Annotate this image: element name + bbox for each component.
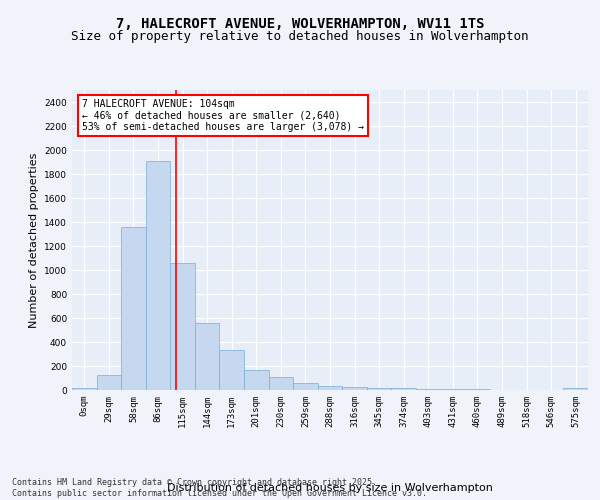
Text: 7, HALECROFT AVENUE, WOLVERHAMPTON, WV11 1TS: 7, HALECROFT AVENUE, WOLVERHAMPTON, WV11… — [116, 18, 484, 32]
Bar — [269, 377, 293, 390]
Bar — [72, 388, 97, 390]
Bar — [563, 388, 588, 390]
Text: 7 HALECROFT AVENUE: 104sqm
← 46% of detached houses are smaller (2,640)
53% of s: 7 HALECROFT AVENUE: 104sqm ← 46% of deta… — [82, 99, 364, 132]
X-axis label: Distribution of detached houses by size in Wolverhampton: Distribution of detached houses by size … — [167, 482, 493, 492]
Text: Size of property relative to detached houses in Wolverhampton: Size of property relative to detached ho… — [71, 30, 529, 43]
Bar — [244, 370, 269, 390]
Bar — [97, 375, 121, 390]
Bar — [391, 388, 416, 390]
Bar — [367, 388, 391, 390]
Text: Contains HM Land Registry data © Crown copyright and database right 2025.
Contai: Contains HM Land Registry data © Crown c… — [12, 478, 427, 498]
Bar — [293, 383, 318, 390]
Bar — [170, 264, 195, 390]
Y-axis label: Number of detached properties: Number of detached properties — [29, 152, 38, 328]
Bar — [220, 350, 244, 390]
Bar — [318, 386, 342, 390]
Bar — [195, 323, 220, 390]
Bar — [121, 228, 146, 390]
Bar — [342, 387, 367, 390]
Bar — [146, 161, 170, 390]
